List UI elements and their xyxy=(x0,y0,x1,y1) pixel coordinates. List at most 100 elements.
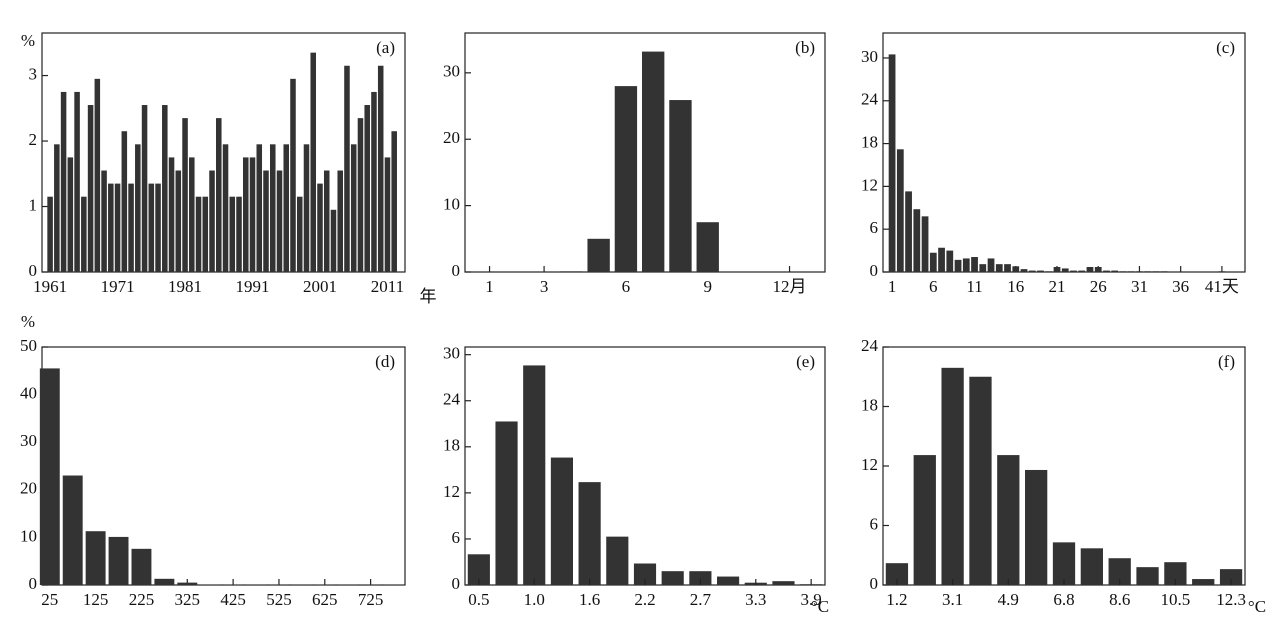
panel-label: (e) xyxy=(796,352,815,371)
x-tick-label: 1 xyxy=(888,277,897,296)
y-tick-label: 12 xyxy=(861,455,878,474)
x-tick-label: 31 xyxy=(1131,277,1148,296)
y-tick-label: 2 xyxy=(29,130,38,149)
y-tick-label: 24 xyxy=(861,336,879,355)
bar xyxy=(1192,579,1215,585)
x-tick-label: 0.5 xyxy=(468,590,489,609)
bar xyxy=(550,457,573,585)
bar xyxy=(1012,266,1020,272)
bar xyxy=(249,157,256,272)
bar xyxy=(350,144,357,272)
x-tick-label: 2011 xyxy=(371,277,404,296)
bar xyxy=(1070,270,1077,272)
bar xyxy=(1094,267,1102,272)
bar xyxy=(323,170,330,272)
bar xyxy=(310,52,317,273)
y-tick-label: 30 xyxy=(443,62,460,81)
bar xyxy=(633,563,657,585)
x-tick-label: 125 xyxy=(83,590,109,609)
y-tick-label: 1 xyxy=(29,195,38,214)
bar xyxy=(1160,271,1168,272)
bar xyxy=(317,183,323,272)
bar xyxy=(1025,469,1048,585)
y-tick-label: 12 xyxy=(861,175,878,194)
x-tick-label: 26 xyxy=(1090,277,1107,296)
bar xyxy=(195,196,202,272)
bar xyxy=(1219,569,1243,585)
y-tick-label: 3 xyxy=(29,64,38,83)
panel-label: (b) xyxy=(795,38,815,57)
bar xyxy=(921,216,929,272)
x-tick-label: 2001 xyxy=(303,277,337,296)
bar xyxy=(263,170,269,272)
bar xyxy=(108,183,114,272)
x-tick-label: 11 xyxy=(966,277,982,296)
y-tick-label: 10 xyxy=(20,526,37,545)
bar xyxy=(523,365,546,585)
bar xyxy=(467,554,490,585)
bar xyxy=(85,531,106,585)
bar xyxy=(148,183,155,272)
bar xyxy=(62,475,83,585)
bar xyxy=(202,196,209,272)
x-tick-label: 1.0 xyxy=(524,590,545,609)
bar xyxy=(997,455,1020,585)
x-tick-label: 325 xyxy=(175,590,201,609)
bar xyxy=(344,65,350,273)
bar xyxy=(1061,268,1069,272)
bar xyxy=(905,191,912,272)
x-tick-label: 2.2 xyxy=(634,590,655,609)
y-tick-label: 6 xyxy=(452,528,461,547)
bar xyxy=(189,157,195,272)
x-tick-label: 10.5 xyxy=(1161,590,1191,609)
bar xyxy=(560,271,583,272)
y-tick-label: 30 xyxy=(443,344,460,363)
bar xyxy=(913,455,936,585)
bar xyxy=(717,576,740,585)
bar xyxy=(371,91,377,272)
bar xyxy=(954,259,962,272)
bar xyxy=(81,196,87,272)
y-tick-label: 10 xyxy=(443,195,460,214)
x-tick-label: 1.2 xyxy=(886,590,907,609)
x-tick-label: 3.9 xyxy=(801,590,822,609)
bar xyxy=(141,105,148,272)
bar xyxy=(216,118,222,272)
bar xyxy=(108,536,129,585)
bar xyxy=(913,209,921,272)
bar xyxy=(1004,264,1011,272)
panel-label: (c) xyxy=(1216,38,1235,57)
panel-label: (a) xyxy=(376,38,395,57)
bar xyxy=(60,91,67,272)
bar xyxy=(1045,271,1053,272)
bar xyxy=(135,144,141,272)
x-tick-label: 4.9 xyxy=(998,590,1019,609)
x-tick-label: 725 xyxy=(358,590,384,609)
bar xyxy=(885,563,909,585)
bar xyxy=(1103,270,1110,272)
bar xyxy=(1086,267,1094,272)
bar xyxy=(236,196,242,272)
panel-label: (d) xyxy=(375,352,395,371)
bar xyxy=(1136,271,1143,272)
x-tick-label: 12.3 xyxy=(1216,590,1246,609)
bar xyxy=(67,157,74,272)
bar xyxy=(209,170,215,272)
x-tick-label: 36 xyxy=(1172,277,1189,296)
bar xyxy=(114,183,121,272)
bar xyxy=(182,118,188,272)
panel-label: (f) xyxy=(1218,352,1235,371)
bar xyxy=(969,376,992,585)
plot-frame xyxy=(464,346,826,586)
x-tick-label: 6 xyxy=(929,277,938,296)
x-tick-label: 21 xyxy=(1048,277,1065,296)
bar xyxy=(1144,271,1152,272)
bar xyxy=(121,131,128,272)
y-tick-label: 24 xyxy=(861,90,879,109)
bar xyxy=(269,144,276,272)
x-tick-label: 6 xyxy=(622,277,631,296)
bar xyxy=(1152,271,1160,272)
bar xyxy=(669,100,692,272)
bar xyxy=(962,258,970,272)
bar xyxy=(946,250,954,272)
